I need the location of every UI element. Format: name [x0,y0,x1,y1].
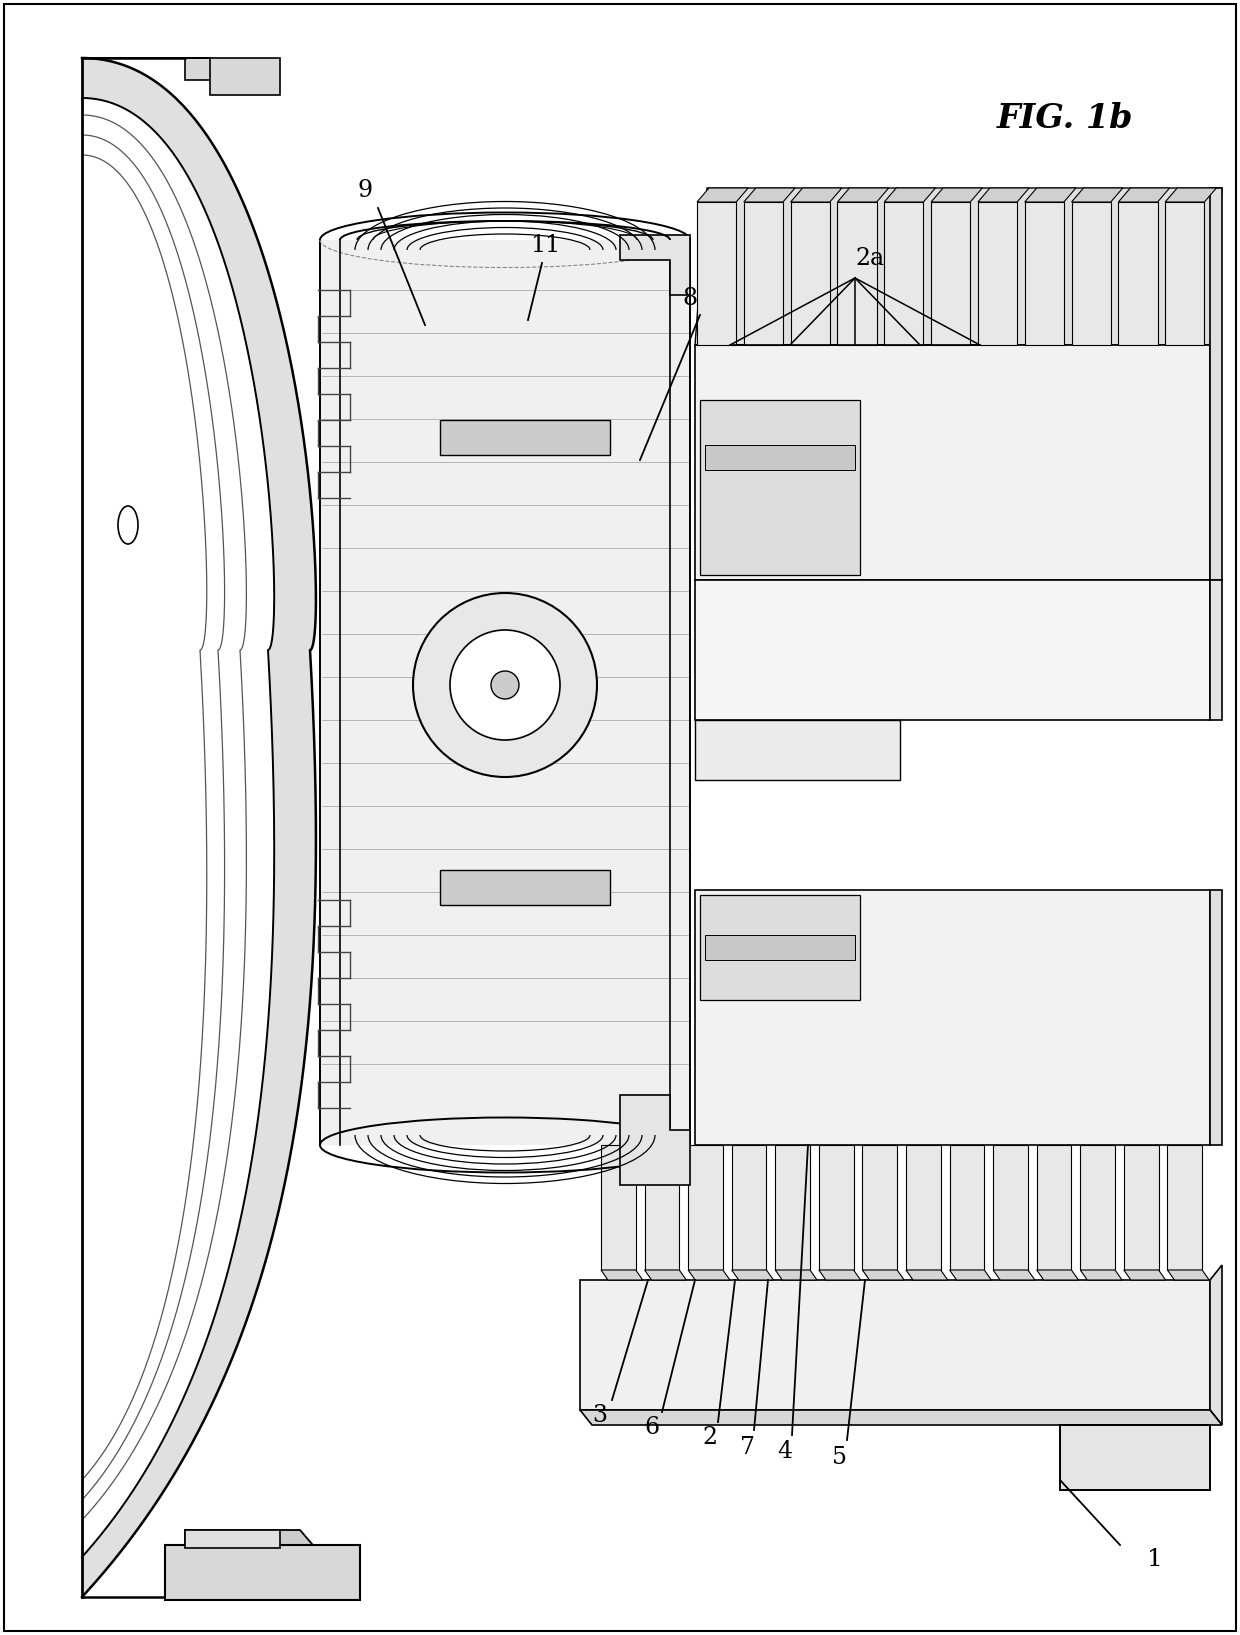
Polygon shape [931,203,970,345]
Polygon shape [701,894,861,1001]
Polygon shape [863,1270,904,1280]
Polygon shape [1024,203,1064,345]
Polygon shape [694,188,1221,345]
Polygon shape [601,1144,636,1270]
Polygon shape [837,203,877,345]
Polygon shape [688,1144,723,1270]
Polygon shape [906,1144,941,1270]
Polygon shape [1071,188,1122,203]
Polygon shape [694,719,900,780]
Polygon shape [1210,889,1221,1144]
Polygon shape [978,203,1017,345]
Polygon shape [620,235,689,294]
Text: 2: 2 [702,1426,718,1450]
Polygon shape [744,203,782,345]
Polygon shape [694,889,1210,1144]
Polygon shape [697,203,737,345]
Polygon shape [620,1095,689,1185]
Polygon shape [993,1144,1028,1270]
Polygon shape [906,1270,947,1280]
Text: 11: 11 [529,234,560,257]
Polygon shape [706,935,856,960]
Polygon shape [775,1144,810,1270]
Polygon shape [978,188,1029,203]
Polygon shape [884,203,924,345]
Polygon shape [1123,1144,1158,1270]
Text: 4: 4 [777,1440,792,1463]
Polygon shape [1123,1270,1166,1280]
Text: 6: 6 [645,1416,660,1439]
Polygon shape [701,401,861,576]
Polygon shape [950,1144,985,1270]
Polygon shape [1166,188,1216,203]
Polygon shape [440,420,610,455]
Polygon shape [818,1144,853,1270]
Polygon shape [1210,580,1221,719]
Text: 1: 1 [1147,1548,1163,1571]
Polygon shape [1037,1270,1079,1280]
Polygon shape [185,1530,360,1601]
Polygon shape [320,240,689,1144]
Polygon shape [775,1270,817,1280]
Polygon shape [1210,188,1221,580]
Circle shape [450,629,560,741]
Polygon shape [1071,203,1111,345]
Polygon shape [185,57,280,95]
Polygon shape [1166,203,1204,345]
Text: 2a: 2a [856,247,884,270]
Polygon shape [1060,1426,1210,1489]
Polygon shape [950,1270,991,1280]
Text: 3: 3 [593,1403,608,1426]
Polygon shape [732,1270,774,1280]
Polygon shape [818,1270,861,1280]
Polygon shape [645,1270,686,1280]
Polygon shape [1037,1144,1071,1270]
Polygon shape [1118,188,1169,203]
Polygon shape [791,203,830,345]
Circle shape [491,670,520,700]
Circle shape [413,594,596,777]
Polygon shape [694,580,1210,719]
Text: 7: 7 [739,1436,754,1458]
Polygon shape [1167,1144,1202,1270]
Polygon shape [82,57,236,80]
Text: 9: 9 [357,178,372,201]
Polygon shape [185,1530,280,1548]
Text: 5: 5 [832,1447,847,1470]
Text: FIG. 1b: FIG. 1b [997,101,1133,134]
Polygon shape [1118,203,1158,345]
Polygon shape [744,188,795,203]
Polygon shape [931,188,982,203]
Polygon shape [837,188,889,203]
Polygon shape [580,1280,1210,1409]
Polygon shape [1167,1270,1209,1280]
Polygon shape [884,188,935,203]
Polygon shape [440,870,610,906]
Polygon shape [732,1144,766,1270]
Polygon shape [706,445,856,469]
Polygon shape [1080,1270,1122,1280]
Polygon shape [82,57,316,1597]
Polygon shape [1210,1265,1221,1426]
Polygon shape [697,188,748,203]
Polygon shape [791,188,842,203]
Polygon shape [688,1270,730,1280]
Polygon shape [694,345,1210,580]
Polygon shape [1024,188,1076,203]
Polygon shape [601,1270,642,1280]
Polygon shape [165,1545,360,1601]
Text: 8: 8 [682,286,698,309]
Polygon shape [993,1270,1035,1280]
Polygon shape [863,1144,898,1270]
Polygon shape [1080,1144,1115,1270]
Polygon shape [645,1144,680,1270]
Polygon shape [580,1409,1221,1426]
